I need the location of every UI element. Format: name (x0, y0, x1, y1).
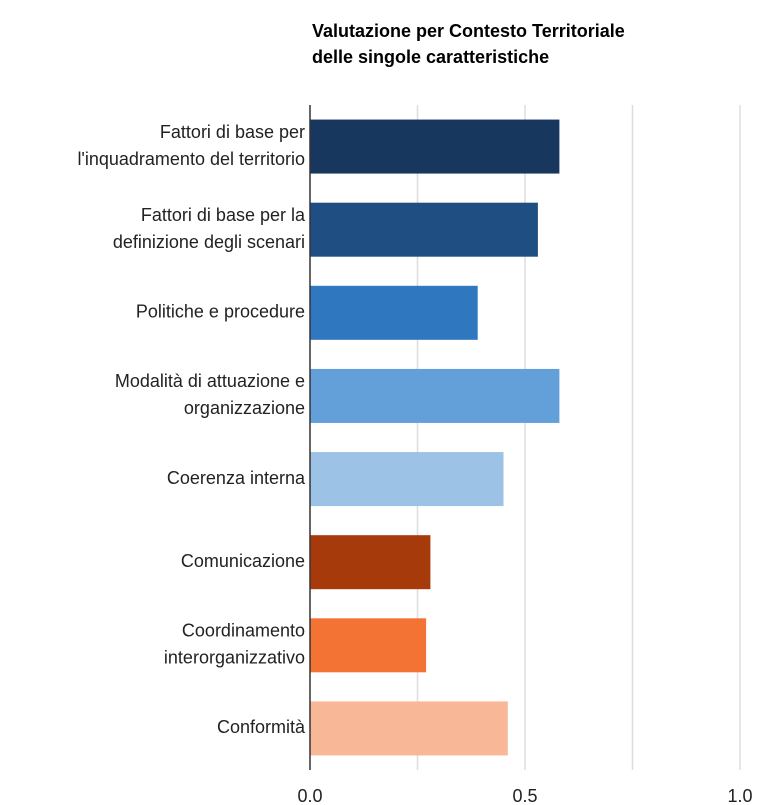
bar (310, 452, 504, 507)
y-tick-label: Conformità (217, 717, 306, 737)
y-tick-label: Modalità di attuazione e (115, 371, 305, 391)
y-tick-label: Politiche e procedure (136, 302, 305, 322)
bar (310, 285, 478, 340)
chart-title: delle singole caratteristiche (312, 47, 549, 67)
bar (310, 701, 508, 756)
y-tick-label: Fattori di base per la (141, 205, 306, 225)
y-tick-label: interorganizzativo (164, 648, 305, 668)
y-tick-label: Coerenza interna (167, 468, 306, 488)
x-tick-label: 0.0 (297, 786, 322, 805)
y-tick-label: Coordinamento (182, 621, 305, 641)
y-tick-label: l'inquadramento del territorio (77, 149, 305, 169)
y-tick-label: Comunicazione (181, 551, 305, 571)
chart-title: Valutazione per Contesto Territoriale (312, 21, 625, 41)
bar (310, 618, 427, 673)
y-tick-label: organizzazione (184, 398, 305, 418)
x-tick-label: 0.5 (512, 786, 537, 805)
y-tick-label: definizione degli scenari (113, 232, 305, 252)
y-tick-label: Fattori di base per (160, 122, 305, 142)
bar (310, 202, 538, 257)
bar (310, 119, 560, 174)
bar (310, 535, 431, 590)
x-tick-label: 1.0 (727, 786, 752, 805)
bar (310, 368, 560, 423)
